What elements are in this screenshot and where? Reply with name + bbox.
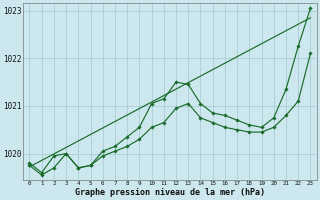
X-axis label: Graphe pression niveau de la mer (hPa): Graphe pression niveau de la mer (hPa): [75, 188, 265, 197]
